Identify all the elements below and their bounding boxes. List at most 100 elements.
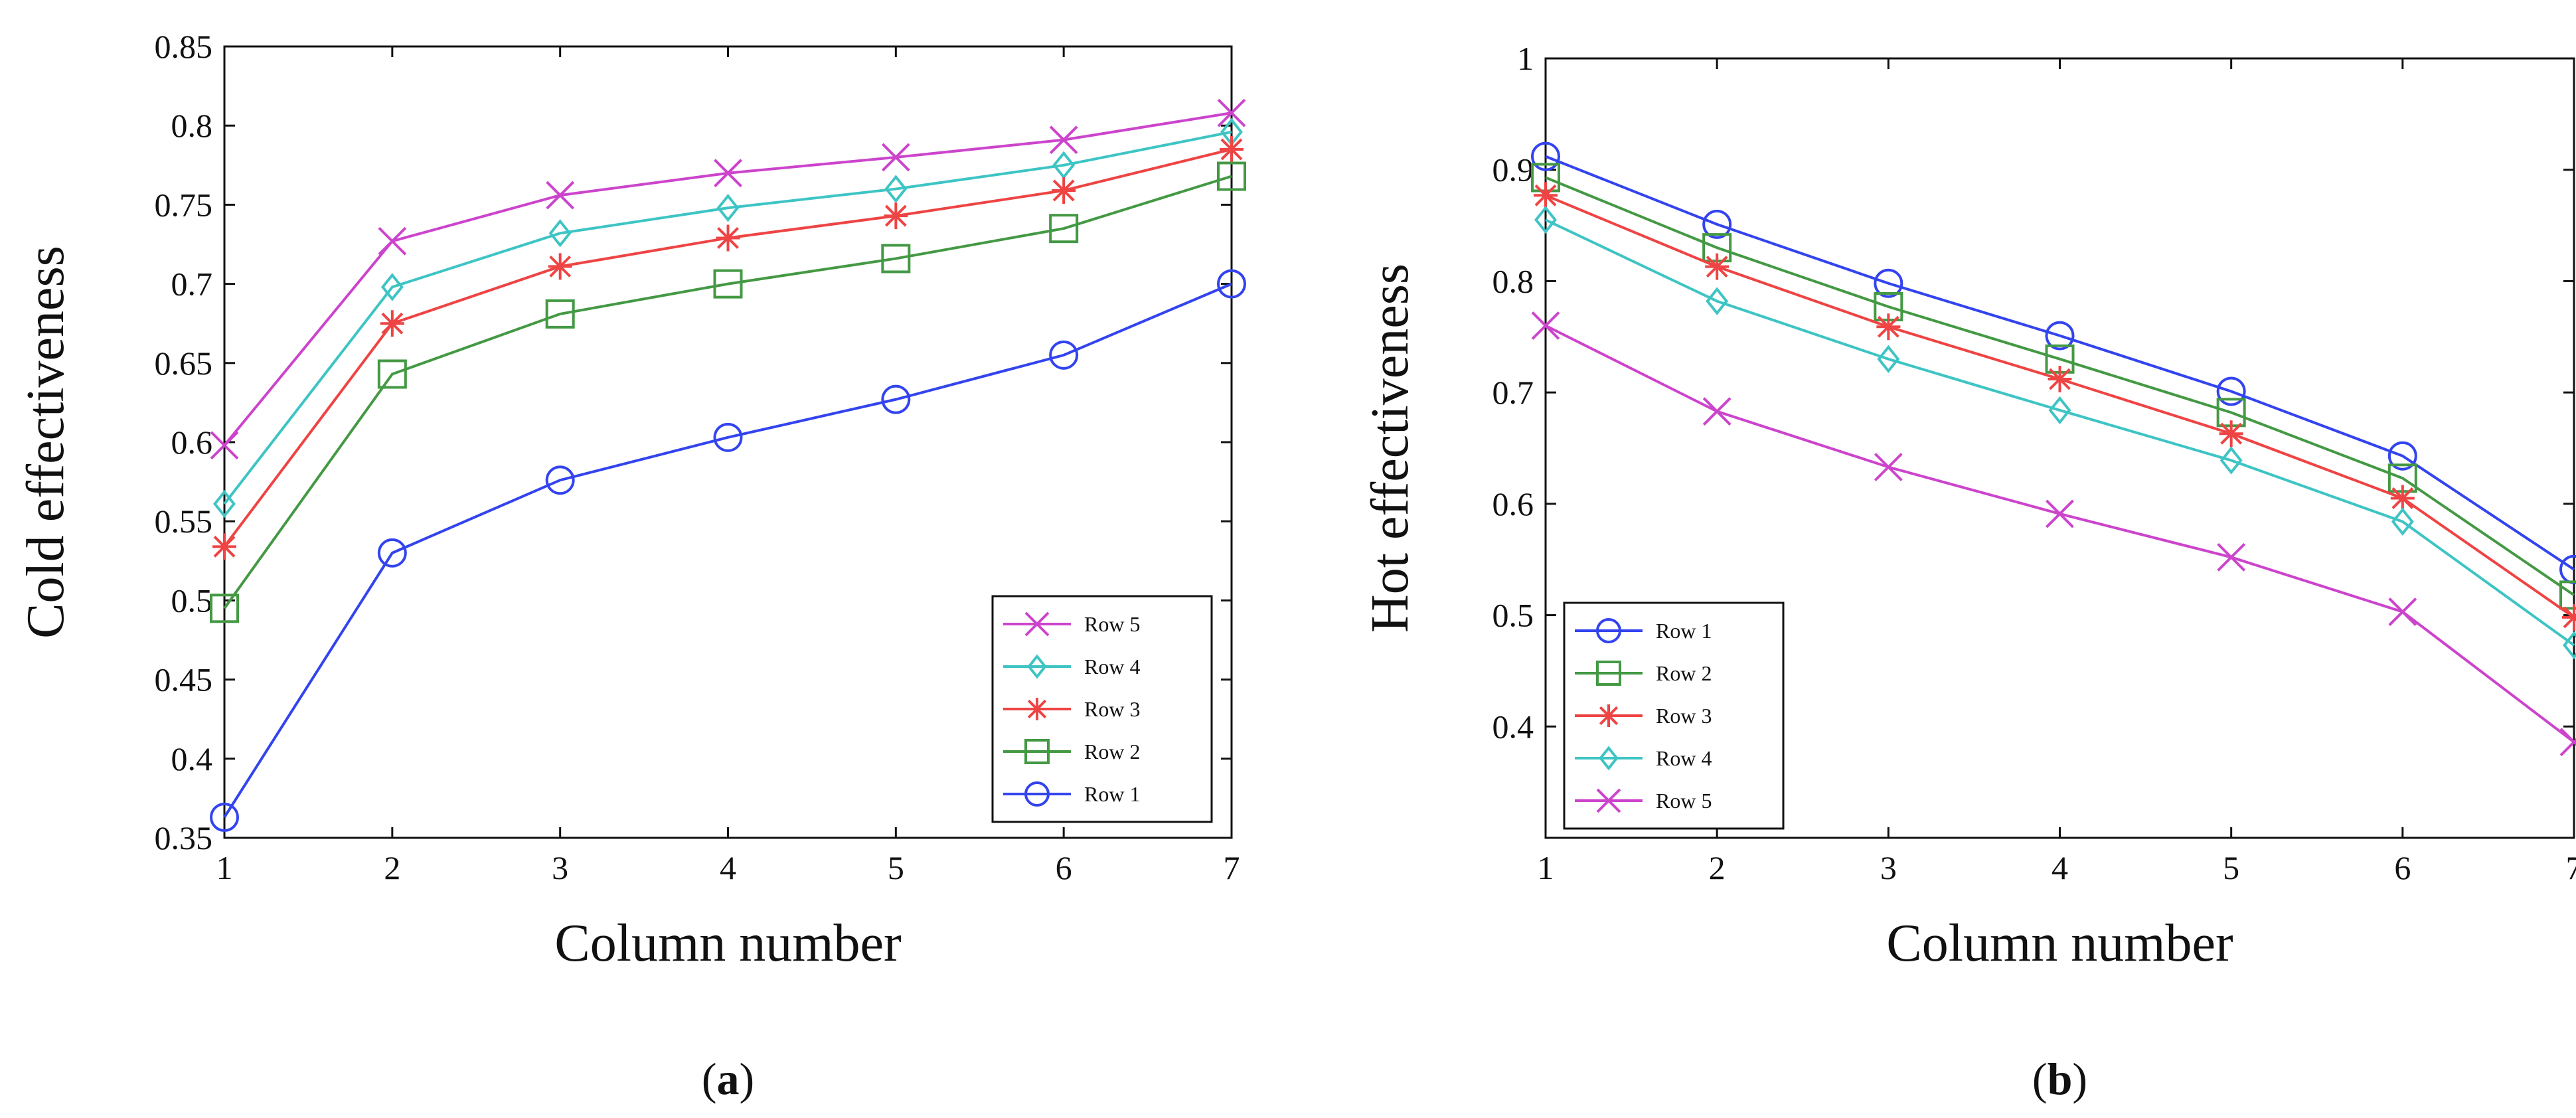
caption-close-paren: ) bbox=[2072, 1054, 2087, 1104]
chart-cold-effectiveness: 1 2 3 4 5 6 7 0.35 0.4 0.45 0.5 0.55 0.6 0.65 0.7 0.75 0… bbox=[17, 28, 1246, 1104]
data-point bbox=[1706, 287, 1729, 315]
y-tick-label: 0.35 bbox=[155, 819, 213, 856]
data-point bbox=[716, 193, 740, 222]
data-point bbox=[210, 431, 239, 460]
data-point bbox=[548, 253, 572, 280]
data-point bbox=[2045, 321, 2075, 351]
series-row-2 bbox=[210, 161, 1246, 623]
legend-marker bbox=[1598, 704, 1619, 727]
data-point bbox=[881, 244, 911, 274]
y-tick-label: 0.75 bbox=[155, 186, 213, 223]
legend-label: Row 5 bbox=[1084, 612, 1140, 636]
y-tick-label: 0.9 bbox=[1492, 151, 1534, 189]
caption-close-paren: ) bbox=[740, 1054, 755, 1104]
data-point bbox=[1874, 268, 1903, 298]
y-axis-label: Hot effectiveness bbox=[1361, 264, 1419, 633]
x-tick-label: 5 bbox=[2223, 849, 2239, 886]
figure-caption: (b) bbox=[2032, 1054, 2087, 1104]
data-point bbox=[1534, 205, 1557, 234]
x-tick-label: 6 bbox=[2394, 849, 2411, 886]
data-point bbox=[1531, 311, 1560, 340]
legend-marker bbox=[1024, 611, 1050, 637]
legend-marker bbox=[1026, 698, 1048, 720]
data-point bbox=[380, 310, 404, 337]
data-point bbox=[1052, 151, 1076, 180]
legend-label: Row 4 bbox=[1084, 655, 1140, 679]
data-point bbox=[1874, 453, 1903, 481]
series-row-1 bbox=[210, 269, 1246, 833]
legend-label: Row 1 bbox=[1656, 619, 1712, 643]
data-point bbox=[548, 219, 572, 248]
legend-label: Row 2 bbox=[1084, 740, 1140, 763]
legend-marker bbox=[1027, 654, 1047, 679]
data-point bbox=[2563, 631, 2576, 660]
data-point bbox=[1877, 345, 1900, 374]
data-point bbox=[378, 226, 407, 256]
x-tick-label: 5 bbox=[888, 849, 904, 886]
data-point bbox=[2219, 420, 2243, 447]
data-point bbox=[713, 422, 743, 452]
data-point bbox=[884, 202, 908, 230]
y-axis-label: Cold effectiveness bbox=[17, 246, 75, 639]
data-point bbox=[545, 465, 575, 495]
data-point bbox=[210, 594, 239, 623]
caption-letter: a bbox=[717, 1054, 740, 1104]
y-tick-label: 0.5 bbox=[171, 582, 213, 619]
legend-label: Row 4 bbox=[1656, 746, 1712, 770]
series-line bbox=[1545, 155, 2575, 571]
series-line bbox=[223, 130, 1232, 505]
legend-label: Row 2 bbox=[1656, 661, 1712, 685]
y-tick-label: 0.7 bbox=[171, 266, 213, 303]
figure-caption: (a) bbox=[702, 1054, 754, 1104]
series-line bbox=[223, 175, 1232, 609]
legend-label: Row 5 bbox=[1656, 789, 1712, 813]
data-point bbox=[714, 159, 742, 188]
legend: Row 5 Row 4 Row 3 Row 2 Row 1 bbox=[991, 595, 1213, 823]
caption-letter: b bbox=[2048, 1054, 2073, 1104]
series-row-4 bbox=[1534, 205, 2576, 660]
series-row-4 bbox=[213, 118, 1243, 519]
series-line bbox=[1545, 176, 2575, 597]
data-point bbox=[2048, 396, 2071, 425]
legend-marker bbox=[1596, 788, 1621, 813]
x-tick-label: 4 bbox=[2052, 849, 2068, 886]
data-point bbox=[884, 175, 908, 203]
x-tick-label: 2 bbox=[384, 849, 400, 886]
legend-label: Row 1 bbox=[1084, 782, 1140, 806]
x-tick-label: 3 bbox=[552, 849, 568, 886]
data-point bbox=[213, 489, 236, 519]
data-point bbox=[2216, 376, 2246, 406]
y-tick-label: 0.45 bbox=[155, 661, 213, 698]
y-tick-label: 0.55 bbox=[155, 503, 213, 540]
data-point bbox=[716, 224, 740, 252]
y-tick-label: 0.5 bbox=[1492, 597, 1534, 634]
legend: Row 1 Row 2 Row 3 Row 4 Row 5 bbox=[1563, 601, 1785, 830]
series-line bbox=[223, 282, 1232, 819]
legend-marker bbox=[1596, 618, 1621, 643]
series-row-1 bbox=[1531, 141, 2576, 584]
legend-label: Row 3 bbox=[1084, 697, 1140, 721]
x-tick-label: 1 bbox=[1538, 849, 1554, 886]
x-tick-label: 1 bbox=[216, 849, 233, 886]
y-tick-label: 0.8 bbox=[1492, 262, 1534, 299]
x-tick-label: 6 bbox=[1056, 849, 1072, 886]
data-point bbox=[2562, 603, 2576, 631]
data-point bbox=[2387, 441, 2417, 471]
data-point bbox=[546, 181, 575, 210]
data-point bbox=[881, 384, 911, 414]
data-point bbox=[210, 803, 239, 833]
x-axis-label: Column number bbox=[1886, 914, 2233, 973]
series-row-5 bbox=[210, 98, 1246, 460]
data-point bbox=[2217, 542, 2246, 572]
series-line bbox=[1545, 218, 2575, 647]
data-point bbox=[1702, 209, 1732, 239]
data-point bbox=[2048, 366, 2072, 393]
legend-marker bbox=[1024, 781, 1050, 807]
data-point bbox=[380, 273, 404, 301]
data-point bbox=[1217, 161, 1246, 191]
data-point bbox=[1049, 340, 1079, 370]
y-tick-label: 0.8 bbox=[171, 107, 213, 144]
data-point bbox=[377, 359, 407, 389]
x-tick-label: 4 bbox=[720, 849, 736, 886]
